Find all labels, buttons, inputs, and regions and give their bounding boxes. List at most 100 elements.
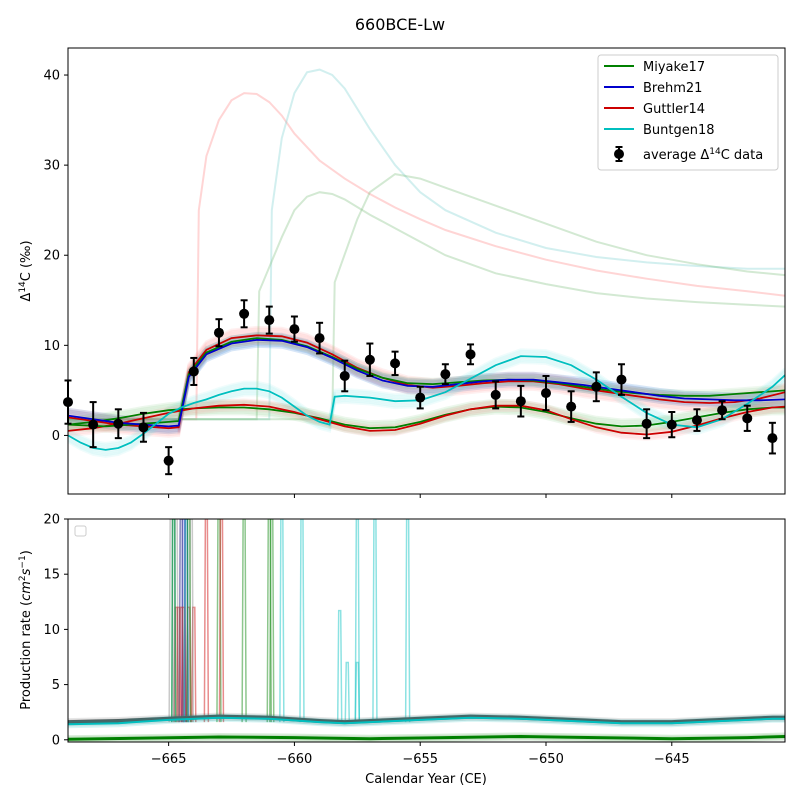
production-spike xyxy=(203,519,210,723)
top-y-axis-label: Δ14C (‰) xyxy=(18,240,34,301)
ensemble-band-line xyxy=(68,401,785,427)
data-point xyxy=(264,315,275,326)
production-band-line xyxy=(68,732,785,738)
data-point xyxy=(490,389,501,400)
top-model-lines xyxy=(68,325,785,458)
top-axes-frame xyxy=(67,47,786,495)
data-point xyxy=(188,366,199,377)
production-spike xyxy=(266,519,273,723)
bottom-model-lines xyxy=(68,712,785,742)
x-tick-label: −665 xyxy=(151,752,187,767)
y-tick-label: 40 xyxy=(43,69,60,84)
production-spike xyxy=(173,519,179,723)
production-band-line xyxy=(68,713,785,723)
ensemble-band-line xyxy=(68,408,785,441)
top-y-ticks: 0 10 20 30 40 xyxy=(43,69,68,444)
y-tick-label: 20 xyxy=(43,249,60,264)
data-point xyxy=(314,333,325,344)
top-faded-ensemble xyxy=(68,68,785,421)
production-spike xyxy=(354,661,361,723)
x-tick-label: −650 xyxy=(528,752,564,767)
production-spike xyxy=(183,519,189,723)
series-line-buntgen18 xyxy=(68,355,785,451)
data-point xyxy=(616,374,627,385)
y-tick-label: 10 xyxy=(43,339,60,354)
production-band-line xyxy=(68,718,785,727)
data-point xyxy=(364,354,375,365)
production-spike xyxy=(183,519,189,723)
production-band-line xyxy=(68,719,785,729)
ensemble-band-line xyxy=(68,359,785,457)
data-point xyxy=(515,396,526,407)
legend-label: Buntgen18 xyxy=(643,123,715,138)
data-point xyxy=(767,433,778,444)
ensemble-band-line xyxy=(68,400,785,433)
production-spike xyxy=(178,606,184,723)
production-spike xyxy=(173,606,179,723)
production-spike xyxy=(299,519,305,723)
ensemble-band-line xyxy=(68,411,785,437)
top-panel: 0 10 20 30 40 Δ14C (‰) Miyake17 Brehm21 Guttle… xyxy=(18,47,786,498)
ensemble-band-line xyxy=(68,403,785,429)
legend-label: Brehm21 xyxy=(643,81,702,96)
data-point xyxy=(440,369,451,380)
x-tick-label: −655 xyxy=(402,752,438,767)
faded-spike-line xyxy=(68,92,785,421)
production-spike xyxy=(178,519,184,723)
faded-spike-line xyxy=(68,191,785,421)
ensemble-band-line xyxy=(68,327,785,424)
x-tick-label: −645 xyxy=(654,752,690,767)
data-point xyxy=(213,327,224,338)
production-band-line xyxy=(68,718,785,727)
production-spike xyxy=(186,606,192,723)
legend-label: average Δ14C data xyxy=(643,147,763,163)
top-legend: Miyake17 Brehm21 Guttler14 Buntgen18 average… xyxy=(597,54,779,171)
data-point xyxy=(591,381,602,392)
production-spike xyxy=(372,519,378,723)
production-spike xyxy=(279,519,285,723)
data-point xyxy=(138,422,149,433)
data-point xyxy=(390,358,401,369)
y-tick-label: 30 xyxy=(43,159,60,174)
data-point xyxy=(88,419,99,430)
data-point xyxy=(742,413,753,424)
legend-label: Miyake17 xyxy=(643,60,705,75)
data-point xyxy=(566,401,577,412)
ensemble-band-line xyxy=(68,398,785,424)
production-spike xyxy=(186,519,192,723)
legend-marker xyxy=(614,149,624,159)
data-point xyxy=(666,419,677,430)
series-line-lower-red-ensemble xyxy=(68,403,785,436)
y-tick-label: 10 xyxy=(43,623,60,638)
x-tick-label: −660 xyxy=(277,752,313,767)
top-data-points xyxy=(63,299,778,476)
data-point xyxy=(717,405,728,416)
data-point xyxy=(163,455,174,466)
production-spike xyxy=(170,519,177,723)
faded-spike-line xyxy=(68,68,785,421)
production-spike xyxy=(336,609,343,723)
ensemble-band-line xyxy=(68,406,785,440)
y-tick-label: 5 xyxy=(52,678,60,693)
production-band-line xyxy=(68,715,785,724)
production-spike xyxy=(241,519,247,723)
production-line xyxy=(68,734,785,741)
data-point xyxy=(415,392,426,403)
production-spike xyxy=(168,519,174,723)
faded-spike-line xyxy=(68,173,785,421)
ensemble-band-line xyxy=(68,325,785,422)
production-spike xyxy=(404,519,411,723)
production-band-line xyxy=(68,738,785,742)
ensemble-band-line xyxy=(68,360,785,458)
bottom-axes-frame xyxy=(67,518,786,743)
data-point xyxy=(339,370,350,381)
bottom-y-axis-label: Production rate (cm2s−1) xyxy=(18,550,34,710)
figure-title: 660BCE-Lw xyxy=(355,15,445,34)
production-line xyxy=(68,714,785,725)
production-spike xyxy=(180,519,187,723)
production-spike xyxy=(170,519,177,723)
bottom-empty-legend xyxy=(74,525,87,537)
bottom-spikes xyxy=(168,519,411,723)
data-point xyxy=(691,415,702,426)
